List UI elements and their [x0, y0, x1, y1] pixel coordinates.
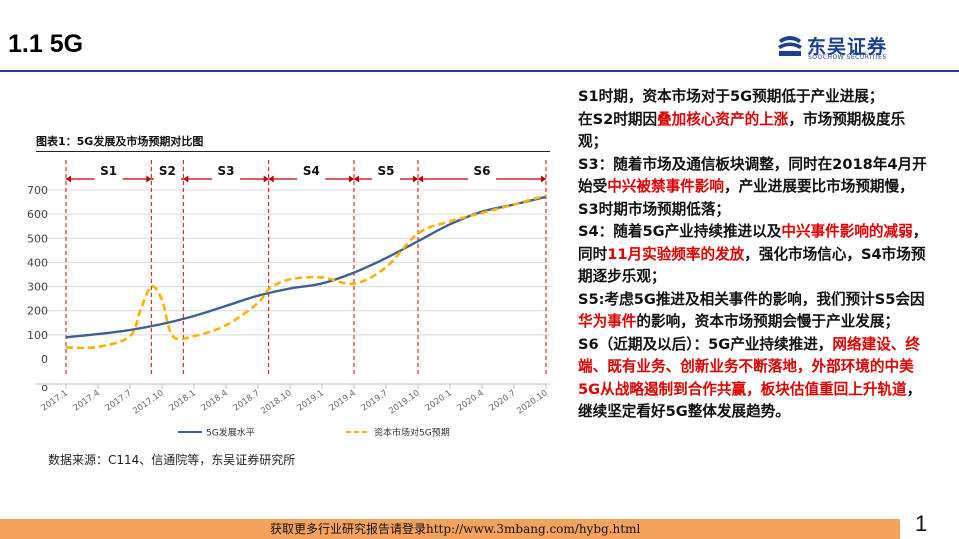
x-tick-label: 2017.10	[131, 388, 166, 416]
x-tick-label: 2019.4	[328, 388, 358, 413]
period-arrow-right	[349, 175, 354, 183]
period-arrow-left	[183, 175, 189, 183]
y-tick-label: 300	[27, 281, 48, 294]
body-text: ，产业进展要比市场预期慢，S3时期市场预期低落；	[578, 178, 914, 218]
commentary-paragraph: S3：随着市场及通信板块调整，同时在2018年4月开始受中兴被禁事件影响，产业进…	[578, 154, 930, 222]
body-text: S6（近期及以后）：5G产业持续推进，	[578, 335, 833, 353]
period-arrow-right	[263, 175, 269, 183]
commentary-paragraph: S4：随着5G产业持续推进以及中兴事件影响的减弱，同时11月实验频率的发放，强化…	[578, 221, 930, 289]
footer-bar	[0, 519, 900, 539]
x-tick-label: 2018.1	[168, 388, 198, 413]
highlighted-text: 网络建设、终端、既有业务、创新业务不断落地，外部环境的中美5G从战略遏制到合作共…	[578, 335, 920, 398]
commentary-paragraph: S1时期，资本市场对于5G预期低于产业进展；	[578, 86, 930, 109]
x-tick-label: 2019.10	[387, 388, 422, 416]
company-logo: 东吴证券 SOOCHOW SECURITIES	[776, 32, 956, 64]
legend-label: 资本市场对5G预期	[374, 427, 450, 439]
period-arrow-right	[146, 175, 152, 183]
title-divider	[0, 70, 959, 72]
legend-label: 5G发展水平	[206, 427, 255, 439]
x-tick-label: 2020.10	[515, 388, 550, 416]
period-label-bg	[468, 170, 496, 188]
period-arrow-left	[354, 175, 359, 183]
x-tick-label: 2017.4	[72, 388, 102, 413]
body-text: S4：随着5G产业持续推进以及	[578, 223, 782, 240]
period-label-bg	[297, 170, 326, 188]
x-tick-label: 2020.1	[424, 388, 454, 413]
y-tick-label: 400	[27, 256, 48, 269]
y-tick-label: 100	[27, 329, 48, 342]
chart-title-divider	[36, 151, 550, 152]
x-tick-label: 2020.7	[488, 388, 518, 413]
y-tick-label: 600	[27, 208, 48, 221]
page-title: 1.1 5G	[8, 30, 84, 58]
period-label: S4	[303, 164, 320, 178]
commentary-paragraph: 在S2时期因叠加核心资产的上涨，市场预期极度乐观；	[578, 109, 930, 154]
period-arrow-right	[541, 175, 546, 183]
x-tick-label: 2018.10	[259, 388, 294, 416]
highlighted-text: 华为事件	[578, 313, 637, 330]
period-arrow-right	[413, 175, 418, 183]
highlighted-text: 中兴被禁事件影响	[607, 178, 724, 195]
y-tick-label: 0	[41, 353, 48, 366]
body-text: S5:考虑5G推进及相关事件的影响，我们预计S5会因	[578, 290, 925, 308]
body-text: 的影响，资本市场预期会慢于产业发展；	[636, 313, 900, 330]
y-tick-label: 500	[27, 232, 48, 245]
logo-chinese-text: 东吴证券	[807, 36, 888, 58]
period-label: S2	[159, 164, 176, 178]
footer-link-text[interactable]: 获取更多行业研究报告请登录http://www.3mbang.com/hybg.…	[270, 522, 641, 536]
commentary-paragraph: S5:考虑5G推进及相关事件的影响，我们预计S5会因华为事件的影响，资本市场预期…	[578, 289, 930, 334]
x-tick-label: 2019.1	[296, 388, 326, 413]
period-label-bg	[94, 170, 123, 188]
body-text: ，继续坚定看好5G整体发展趋势。	[578, 380, 922, 421]
y-tick-label: 200	[27, 305, 48, 318]
highlighted-text: 中兴事件影响的减弱	[781, 223, 913, 240]
period-label-bg	[372, 170, 400, 188]
x-tick-label: 2018.7	[232, 388, 262, 413]
highlighted-text: 叠加核心资产的上涨	[657, 110, 789, 128]
page-number: 1	[915, 511, 928, 536]
x-tick-label: 2019.7	[360, 388, 390, 413]
logo-english-text: SOOCHOW SECURITIES	[808, 54, 887, 61]
period-label: S1	[100, 164, 117, 178]
period-arrow-left	[418, 175, 423, 183]
body-text: S1时期，资本市场对于5G预期低于产业进展；	[578, 88, 884, 105]
period-label-bg	[153, 170, 182, 188]
y-tick-label: o	[41, 381, 48, 394]
period-label-bg	[212, 170, 240, 188]
commentary-panel: S1时期，资本市场对于5G预期低于产业进展； 在S2时期因叠加核心资产的上涨，市场…	[578, 86, 930, 424]
series-line-2	[65, 194, 547, 350]
x-tick-label: 2017.7	[104, 388, 134, 413]
body-text: ，市场预期极度乐观；	[578, 110, 906, 151]
y-tick-label: 700	[27, 184, 48, 197]
chart-title: 图表1：5G发展及市场预期对比图	[36, 135, 204, 148]
commentary-paragraph: S6（近期及以后）：5G产业持续推进，网络建设、终端、既有业务、创新业务不断落地…	[578, 334, 930, 424]
period-arrow-left	[66, 175, 71, 183]
body-text: 在S2时期因	[578, 110, 658, 128]
soochow-logo-icon	[778, 36, 802, 56]
period-label: S3	[218, 164, 235, 178]
body-text: S3：随着市场及通信板块调整，同时在2018年4月开始受	[578, 155, 927, 196]
x-tick-label: 2020.4	[456, 388, 486, 413]
body-text: ，同时	[578, 223, 928, 263]
series-line-1	[65, 195, 547, 339]
period-label: S5	[378, 164, 395, 178]
period-label: S6	[474, 164, 491, 178]
period-arrow-left	[268, 175, 274, 183]
body-text: ，强化市场信心，S4市场预期逐步乐观；	[578, 245, 926, 286]
highlighted-text: 11月实验频率的发放	[607, 245, 745, 263]
x-tick-label: 2018.4	[200, 388, 230, 413]
source-note: 数据来源：C114、信通院等，东吴证券研究所	[48, 453, 296, 467]
